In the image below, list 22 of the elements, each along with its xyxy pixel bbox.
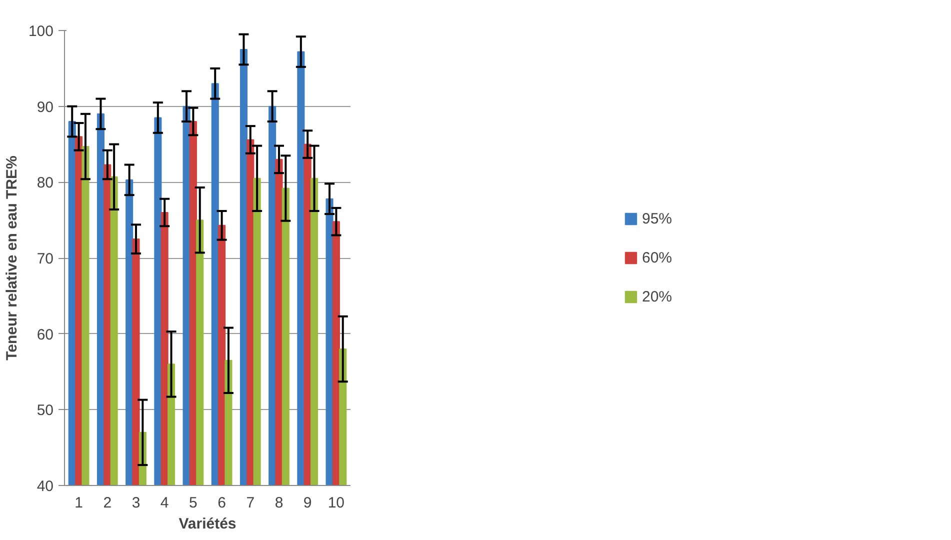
x-axis-title: Variétés: [178, 516, 236, 532]
x-tick-label: 2: [103, 494, 112, 512]
x-tick-label: 3: [132, 494, 140, 512]
x-tick-label: 5: [189, 494, 198, 512]
y-axis-title: Teneur relative en eau TRE%: [3, 156, 20, 360]
y-tick-label: 40: [36, 478, 54, 495]
x-tick-label: 7: [246, 494, 255, 512]
legend-label: 20%: [642, 288, 672, 305]
x-tick-label: 1: [74, 494, 83, 512]
legend-label: 95%: [642, 210, 672, 227]
x-tick-label: 10: [328, 494, 345, 512]
x-tick-label: 8: [274, 494, 284, 512]
x-tick-label: 4: [160, 494, 169, 512]
y-tick-label: 60: [36, 326, 54, 344]
y-tick-label: 100: [28, 23, 54, 40]
x-tick-label: 9: [303, 494, 312, 512]
legend-label: 60%: [642, 249, 672, 266]
y-tick-label: 70: [36, 250, 54, 268]
y-tick-label: 80: [36, 174, 54, 192]
y-tick-label: 50: [36, 402, 54, 420]
y-tick-label: 90: [36, 98, 54, 116]
x-tick-label: 6: [218, 494, 226, 512]
